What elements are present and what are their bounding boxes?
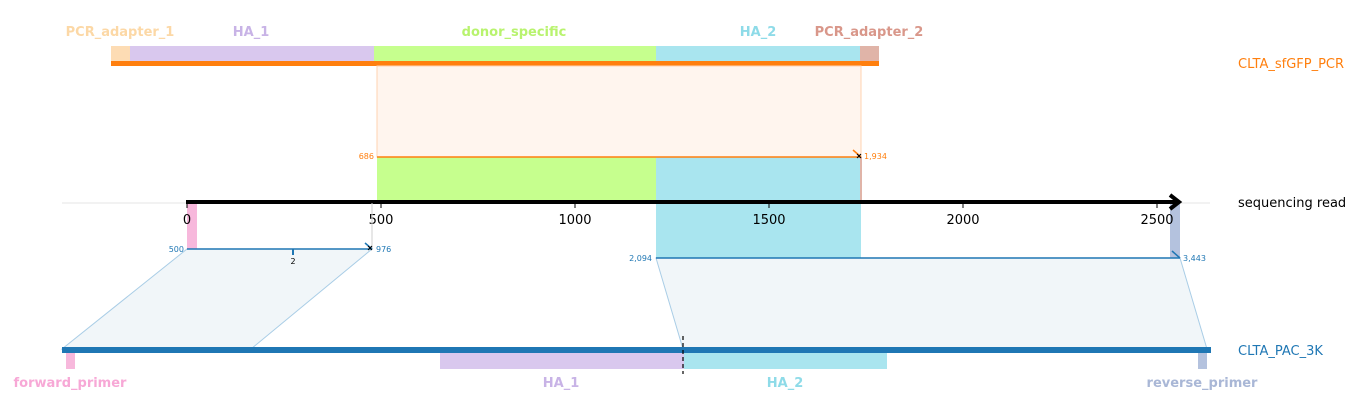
read-track-arrowhead — [1168, 193, 1183, 211]
label-ha-2-bottom: HA_2 — [767, 376, 804, 391]
pcr-track-bar — [111, 61, 879, 66]
pcr-feature-pcr-adapter-2 — [860, 46, 879, 62]
ref-feature-forward-primer — [66, 352, 75, 369]
ref-alignment-left-start: 500 — [169, 245, 184, 254]
axis-tick-label: 1000 — [558, 213, 591, 228]
ref-alignment-left: 2 500 976 — [60, 203, 391, 350]
ref-alignment-right-start: 2,094 — [629, 254, 652, 263]
label-donor-specific: donor_specific — [462, 25, 567, 40]
label-ha-1-bottom: HA_1 — [543, 376, 580, 391]
ref-alignment-left-end-marker — [367, 245, 373, 251]
pcr-feature-ha-1 — [130, 46, 374, 62]
ref-alignment-right: 2,094 3,443 — [629, 250, 1208, 350]
read-feature-ha-2 — [656, 157, 861, 258]
ref-track-bar — [62, 347, 1211, 353]
track-label-read: sequencing read — [1238, 196, 1346, 211]
track-label-pcr: CLTA_sfGFP_PCR — [1238, 57, 1344, 72]
axis-tick-label: 500 — [369, 213, 394, 228]
ref-alignment-left-shade — [60, 248, 374, 350]
read-axis: 0 500 1000 1500 2000 2500 — [62, 193, 1210, 258]
pcr-feature-ha-2 — [656, 46, 860, 62]
label-ha-1-top: HA_1 — [233, 25, 270, 40]
pcr-alignment-end-marker — [856, 153, 862, 159]
read-feature-donor-specific — [377, 157, 656, 202]
read-reverse-primer-mark — [1170, 203, 1180, 258]
ref-feature-reverse-primer — [1198, 352, 1207, 369]
ref-alignment-left-end: 976 — [376, 245, 391, 254]
label-pcr-adapter-1: PCR_adapter_1 — [66, 25, 175, 40]
pcr-alignment-end: 1,934 — [864, 152, 887, 161]
axis-tick-label: 1500 — [752, 213, 785, 228]
pcr-feature-donor-specific — [374, 46, 656, 62]
label-pcr-adapter-2: PCR_adapter_2 — [815, 25, 924, 40]
ref-alignment-left-marker-label: 2 — [290, 257, 295, 266]
axis-ticks — [186, 204, 1158, 208]
label-forward-primer: forward_primer — [14, 376, 128, 391]
ref-alignment-right-end: 3,443 — [1183, 254, 1206, 263]
label-reverse-primer: reverse_primer — [1147, 376, 1259, 391]
pcr-track — [111, 46, 879, 66]
ref-feature-ha-1 — [440, 352, 684, 369]
pcr-feature-pcr-adapter-1 — [111, 46, 130, 62]
ref-alignment-right-arrowhead — [1171, 250, 1181, 259]
label-ha-2-top: HA_2 — [740, 25, 777, 40]
track-label-ref: CLTA_PAC_3K — [1238, 344, 1323, 359]
axis-tick-label: 0 — [183, 213, 191, 228]
pcr-alignment-shade — [376, 65, 862, 158]
ref-alignment-right-shade — [655, 257, 1208, 350]
read-forward-primer-mark — [187, 203, 197, 249]
ref-feature-ha-2 — [684, 352, 887, 369]
axis-tick-label: 2000 — [946, 213, 979, 228]
ref-track — [62, 336, 1211, 374]
pcr-alignment-start: 686 — [359, 152, 374, 161]
axis-tick-label: 2500 — [1140, 213, 1173, 228]
pcr-alignment: 686 1,934 — [359, 65, 887, 258]
